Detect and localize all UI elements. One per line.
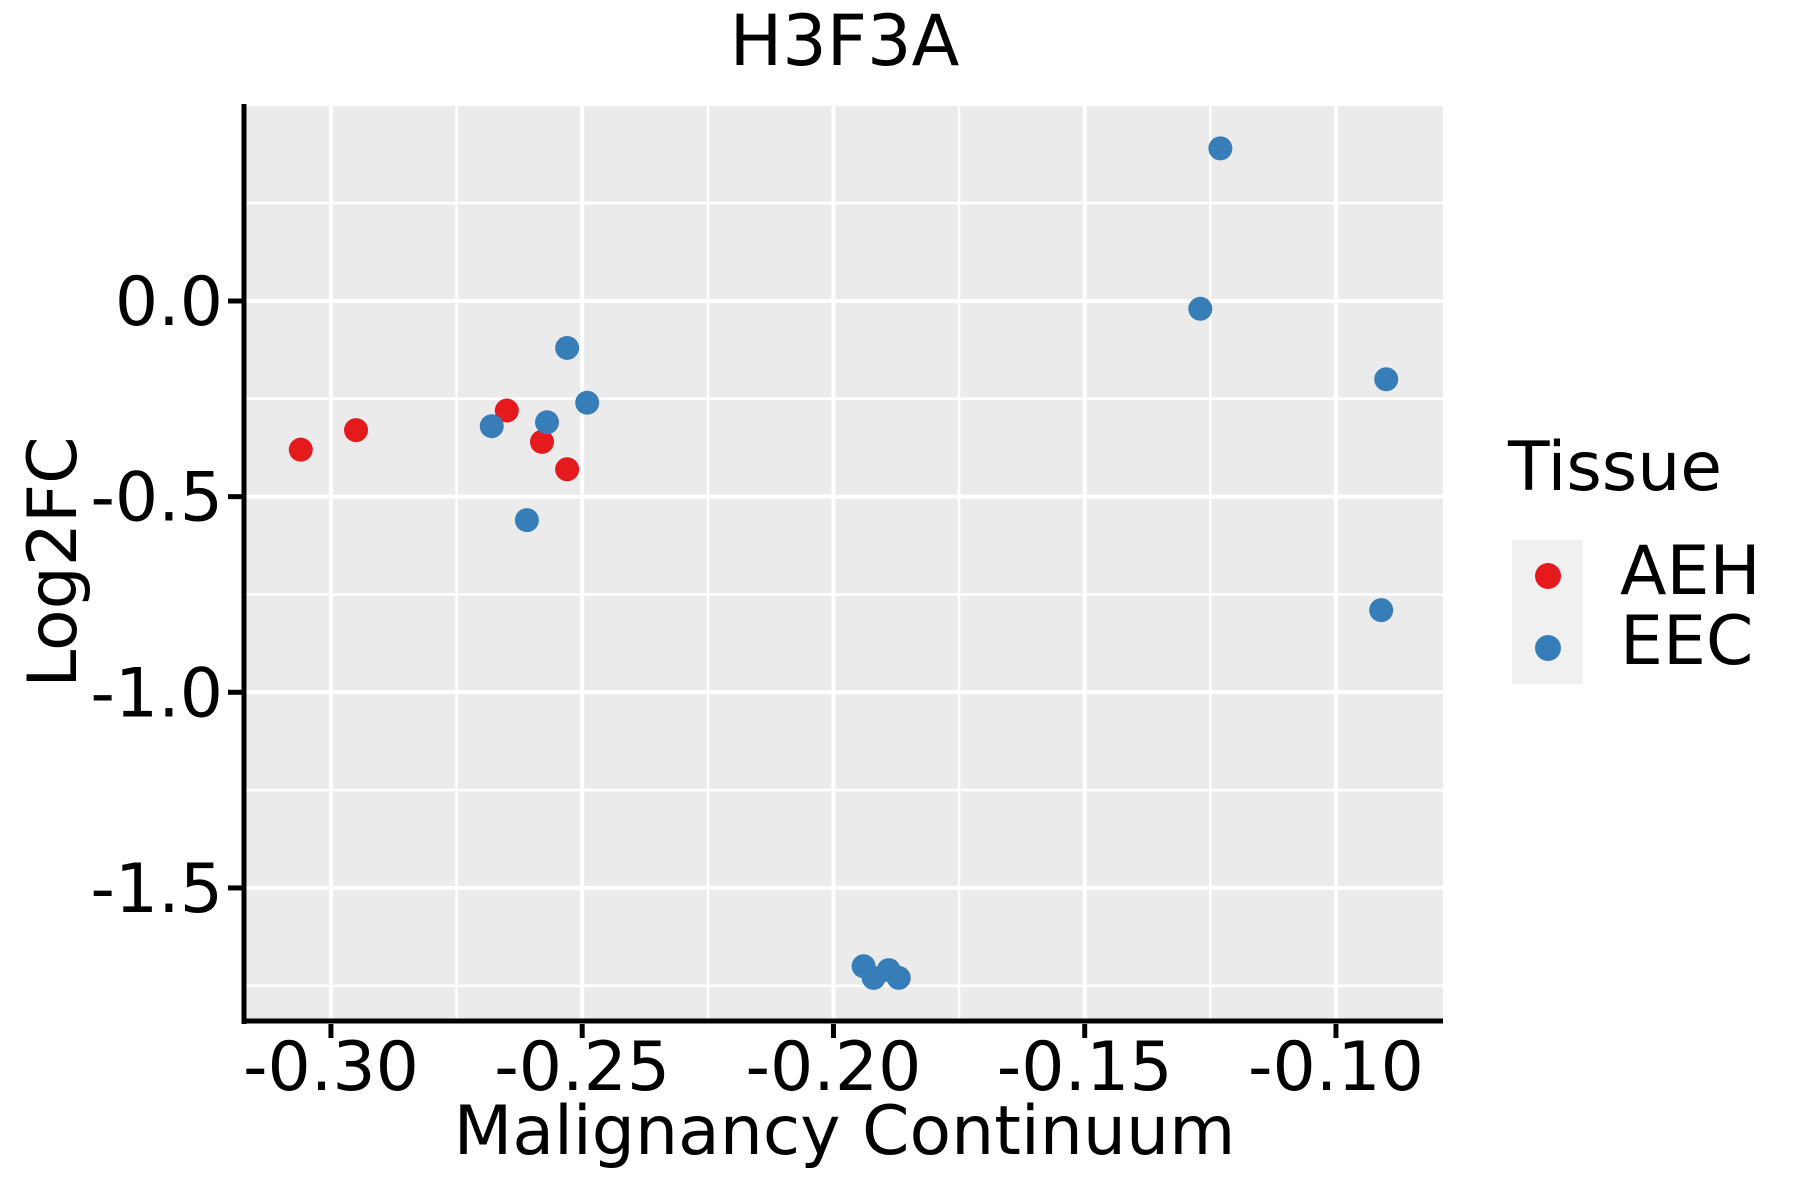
legend-label-eec: EEC: [1620, 602, 1754, 681]
x-tick-label: -0.25: [494, 1028, 670, 1107]
x-axis-title: Malignancy Continuum: [453, 1092, 1236, 1171]
legend-keys: [1512, 540, 1583, 684]
eec-dot-icon: [1534, 635, 1561, 661]
data-point-eec: [575, 390, 600, 415]
data-points: [288, 136, 1399, 990]
data-point-aeh: [494, 398, 519, 423]
y-tick-label: -0.5: [90, 459, 223, 538]
legend-title: Tissue: [1508, 428, 1723, 507]
y-tick-labels: 0.0 -0.5 -1.0 -1.5: [90, 263, 223, 929]
data-point-eec: [1208, 136, 1233, 161]
tick-marks: [228, 298, 1339, 1038]
x-tick-label: -0.15: [997, 1028, 1173, 1107]
data-point-eec: [1374, 367, 1399, 392]
data-point-eec: [1369, 598, 1394, 623]
data-point-eec: [479, 414, 504, 439]
data-point-eec: [535, 410, 560, 435]
y-tick-label: -1.0: [90, 654, 223, 733]
x-tick-labels: -0.30 -0.25 -0.20 -0.15 -0.10: [243, 1028, 1424, 1107]
legend-key-aeh: [1512, 540, 1583, 612]
x-tick-label: -0.20: [745, 1028, 921, 1107]
data-point-aeh: [555, 457, 580, 482]
plot-title: H3F3A: [729, 0, 960, 82]
axis-lines: [241, 104, 1443, 1024]
panel-background: [246, 106, 1443, 1020]
aeh-dot-icon: [1534, 563, 1561, 589]
data-point-aeh: [288, 437, 313, 462]
data-point-aeh: [344, 418, 369, 443]
y-tick-label: -1.5: [90, 850, 223, 929]
data-point-eec: [886, 965, 911, 990]
data-point-eec: [555, 335, 580, 360]
grid-major: [246, 106, 1443, 1020]
x-tick-label: -0.10: [1248, 1028, 1424, 1107]
x-tick-label: -0.30: [243, 1028, 419, 1107]
data-point-aeh: [529, 429, 554, 454]
y-axis-title: Log2FC: [14, 436, 93, 688]
legend-key-eec: [1512, 612, 1583, 684]
y-tick-label: 0.0: [115, 263, 223, 342]
legend-label-aeh: AEH: [1620, 532, 1761, 611]
data-point-eec: [514, 508, 539, 533]
data-point-eec: [1188, 296, 1213, 321]
grid-minor: [246, 106, 1443, 1020]
